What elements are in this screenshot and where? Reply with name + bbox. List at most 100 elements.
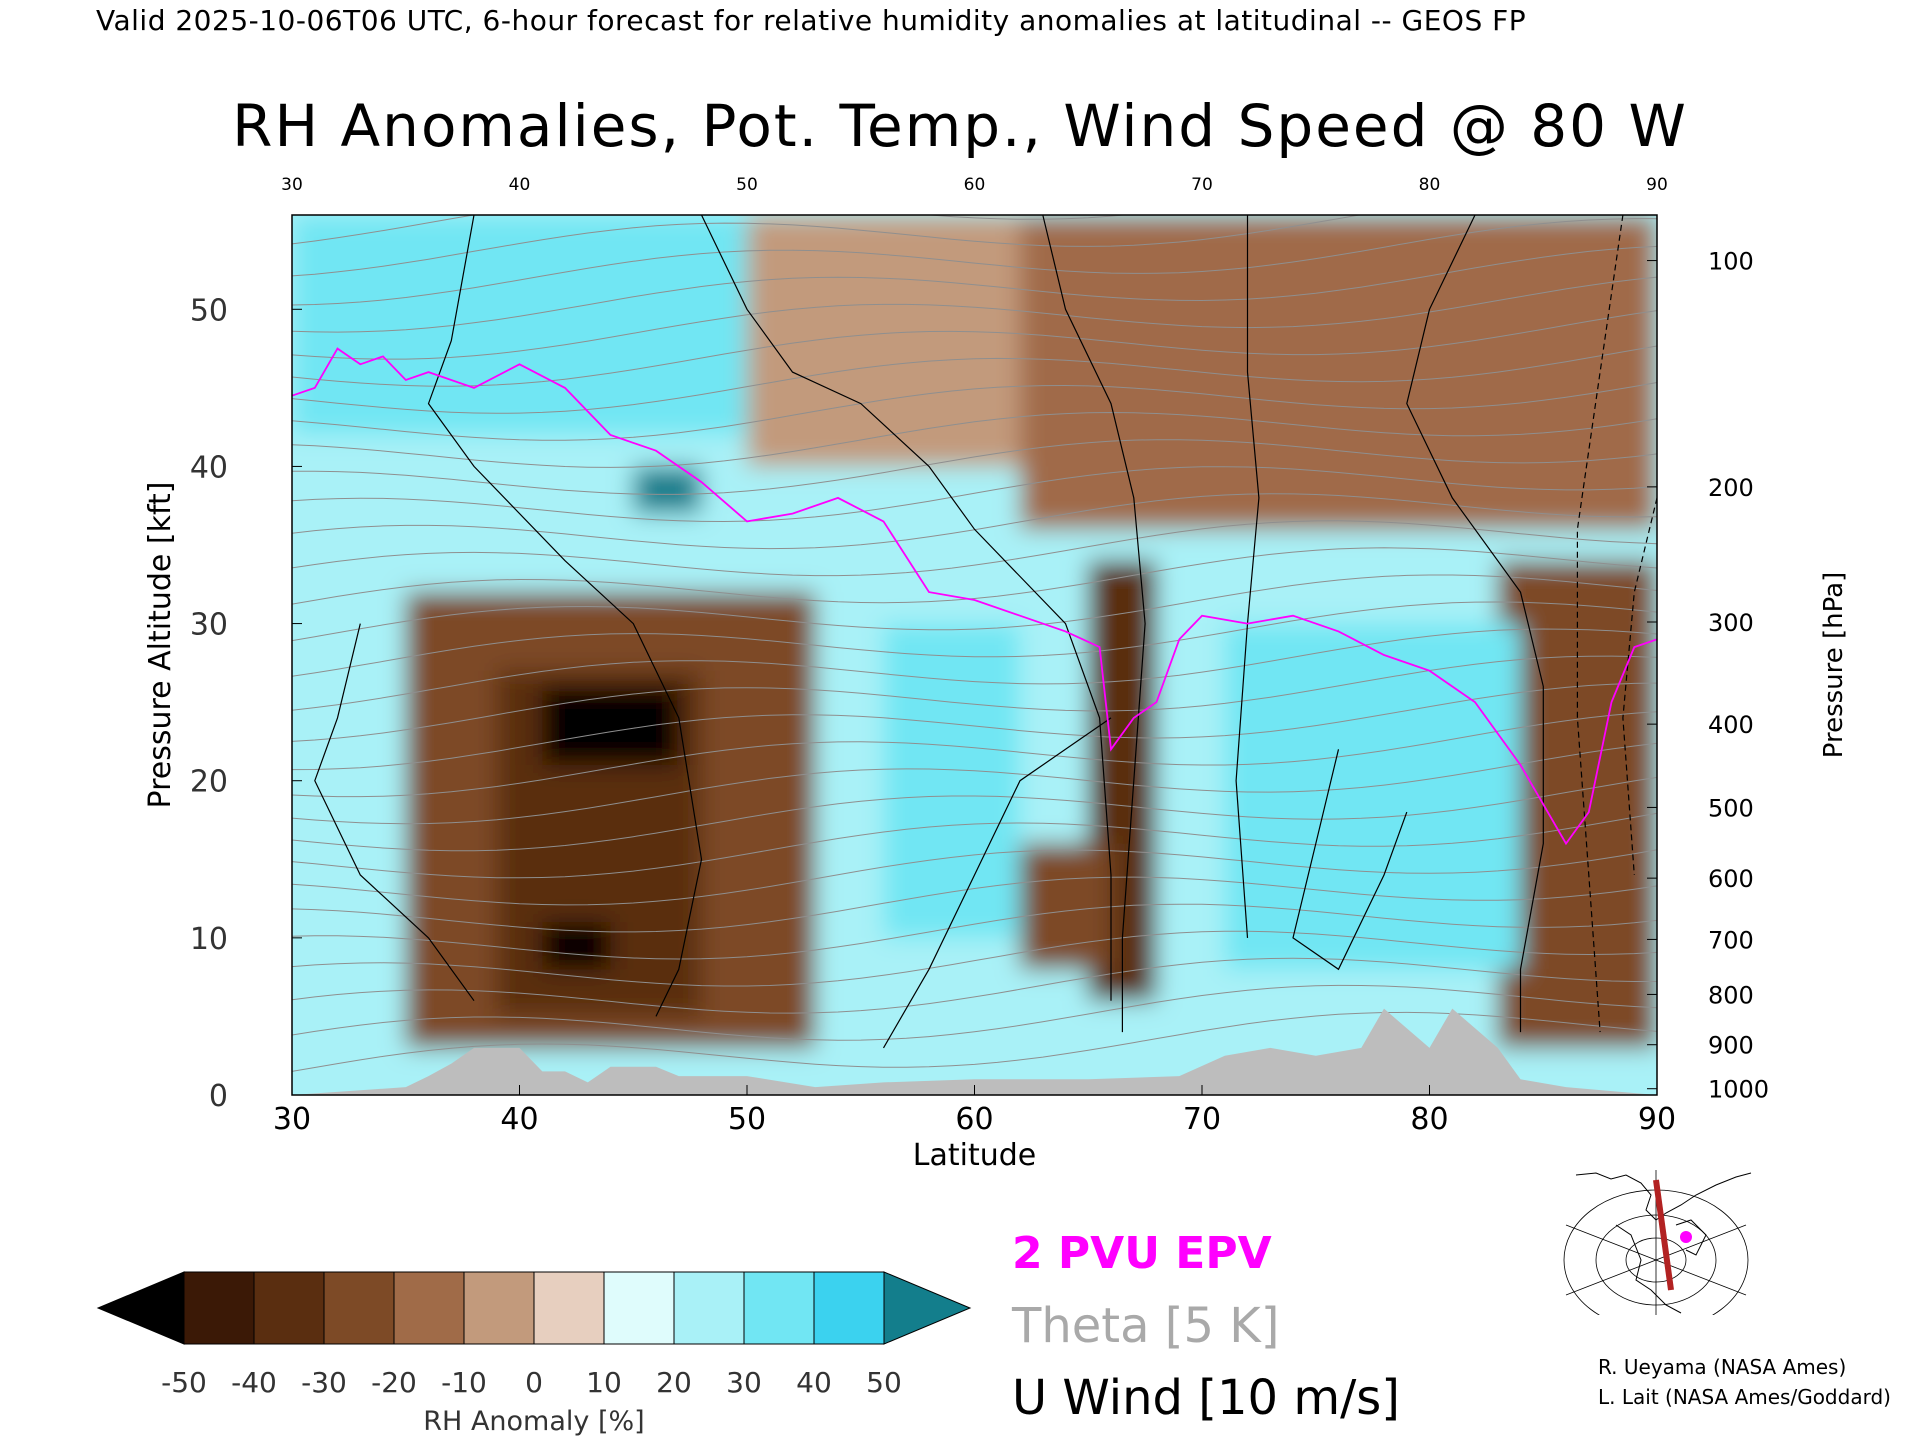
- u-wind-contour-negative: [1576, 215, 1624, 1033]
- colorbar-tick-label: -20: [371, 1366, 417, 1399]
- u-wind-contour-negative: [1622, 497, 1657, 876]
- theta-contour: [292, 276, 1657, 360]
- u-wind-contour: [1235, 215, 1260, 938]
- y-axis-label-right: Pressure [hPa]: [1819, 572, 1849, 759]
- theta-contour: [292, 711, 1657, 798]
- colorbar-segment: [813, 1271, 885, 1345]
- rh-region: [1224, 623, 1521, 970]
- rh-region: [633, 466, 702, 514]
- cross-section-line: [1653, 1179, 1674, 1291]
- x-tick-label-top: 50: [736, 175, 758, 195]
- x-tick-label: 70: [1183, 1102, 1221, 1137]
- theta-contour: [292, 776, 1657, 852]
- rh-region: [542, 686, 679, 765]
- credit-line-1: R. Ueyama (NASA Ames): [1598, 1355, 1847, 1379]
- x-tick-label-top: 70: [1191, 175, 1213, 195]
- theta-contour: [292, 215, 1129, 245]
- x-tick-label-top: 80: [1419, 175, 1441, 195]
- u-wind-contour: [1406, 215, 1544, 1033]
- terrain-shape: [292, 1008, 1657, 1095]
- y-axis-label-left: Pressure Altitude [kft]: [143, 482, 178, 809]
- theta-contour: [292, 903, 1657, 960]
- colorbar-tick-label: -10: [441, 1366, 487, 1399]
- colorbar-segment: [673, 1271, 745, 1345]
- epv-2pvu-contour: [292, 347, 1657, 846]
- colorbar-label: RH Anomaly [%]: [423, 1406, 644, 1437]
- y-tick-label-right: 300: [1708, 609, 1754, 637]
- x-tick-label: 30: [273, 1102, 311, 1137]
- y-tick-label-left: 40: [190, 450, 228, 485]
- theta-contours: [292, 215, 1657, 1072]
- theta-contour: [292, 218, 1657, 306]
- colorbar-tick-label: 50: [866, 1366, 902, 1399]
- x-tick-label-top: 40: [509, 175, 531, 195]
- colorbar-segment: [253, 1271, 325, 1345]
- x-tick-label: 90: [1638, 1102, 1676, 1137]
- theta-contour: [292, 310, 1657, 387]
- legend-theta: Theta [5 K]: [1012, 1298, 1280, 1354]
- terrain: [292, 1008, 1657, 1095]
- theta-contour: [292, 601, 1657, 677]
- theta-contour: [292, 742, 1657, 825]
- y-tick-label-left: 0: [209, 1079, 228, 1114]
- theta-contour: [292, 574, 1657, 642]
- y-tick-label-right: 200: [1708, 474, 1754, 502]
- colorbar-segment: [183, 1271, 255, 1345]
- u-wind-contour: [314, 623, 475, 1002]
- colorbar-tick-label: 20: [656, 1366, 692, 1399]
- colorbar-tick-label: 30: [726, 1366, 762, 1399]
- colorbar-tick-label: -30: [301, 1366, 347, 1399]
- x-axis-label: Latitude: [913, 1138, 1036, 1173]
- theta-contour: [292, 439, 1657, 495]
- colorbar-segment: [743, 1271, 815, 1345]
- rh-anomaly-field: [292, 215, 1657, 1095]
- colorbar-upper-arrow: [883, 1271, 972, 1345]
- y-tick-label-right: 800: [1708, 981, 1754, 1009]
- rh-region: [1020, 843, 1111, 970]
- colorbar-segment: [533, 1271, 605, 1345]
- colorbar-segment: [323, 1271, 395, 1345]
- colorbar-tick-label: 10: [586, 1366, 622, 1399]
- credit-line-2: L. Lait (NASA Ames/Goddard): [1598, 1385, 1891, 1409]
- location-marker: [1680, 1231, 1692, 1243]
- colorbar-lower-arrow: [96, 1271, 185, 1345]
- y-tick-label-left: 10: [190, 922, 228, 957]
- u-wind-contour: [427, 215, 703, 1017]
- y-tick-label-right: 1000: [1708, 1076, 1769, 1104]
- theta-contour: [292, 628, 1657, 711]
- theta-contour: [292, 930, 1657, 987]
- theta-contour: [292, 849, 1657, 906]
- u-wind-contour: [1292, 749, 1408, 971]
- y-tick-label-right: 500: [1708, 794, 1754, 822]
- rh-region: [1020, 215, 1657, 530]
- u-wind-contours: [314, 215, 1657, 1049]
- x-tick-label: 50: [728, 1102, 766, 1137]
- theta-contour: [292, 466, 1657, 523]
- theta-contour: [292, 876, 1657, 933]
- y-tick-label-left: 20: [190, 765, 228, 800]
- theta-contour: [292, 984, 1657, 1041]
- x-tick-label-top: 60: [964, 175, 986, 195]
- theta-contour: [292, 520, 1657, 577]
- legend-epv: 2 PVU EPV: [1012, 1228, 1272, 1279]
- theta-contour: [292, 812, 1657, 879]
- u-wind-contour: [882, 717, 1112, 1049]
- y-tick-label-left: 50: [190, 293, 228, 328]
- theta-contour: [292, 547, 1657, 605]
- theta-contour: [292, 682, 1657, 771]
- legend-u-wind: U Wind [10 m/s]: [1012, 1370, 1401, 1426]
- x-tick-label-top: 30: [281, 175, 303, 195]
- theta-contour: [292, 1011, 1657, 1072]
- colorbar-tick-label: -50: [161, 1366, 207, 1399]
- rh-field-blurred: [292, 215, 1657, 1095]
- colorbar-tick-label: -40: [231, 1366, 277, 1399]
- colorbar-segment: [603, 1271, 675, 1345]
- y-tick-label-right: 400: [1708, 711, 1754, 739]
- colorbar-segment: [393, 1271, 465, 1345]
- u-wind-contour: [1042, 215, 1146, 1033]
- y-tick-label-right: 100: [1708, 248, 1754, 276]
- x-tick-label: 60: [955, 1102, 993, 1137]
- y-tick-label-left: 30: [190, 608, 228, 643]
- x-tick-label-top: 90: [1646, 175, 1668, 195]
